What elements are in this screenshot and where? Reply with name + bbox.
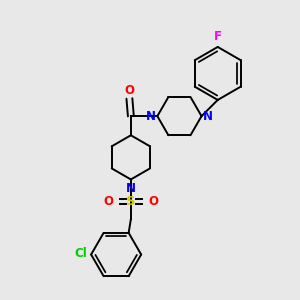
Text: N: N (203, 110, 213, 123)
Text: N: N (146, 110, 156, 123)
Text: O: O (124, 84, 134, 97)
Text: O: O (148, 195, 158, 208)
Text: N: N (126, 182, 136, 195)
Text: Cl: Cl (75, 247, 88, 260)
Text: S: S (126, 195, 136, 208)
Text: F: F (214, 29, 222, 43)
Text: O: O (103, 195, 113, 208)
